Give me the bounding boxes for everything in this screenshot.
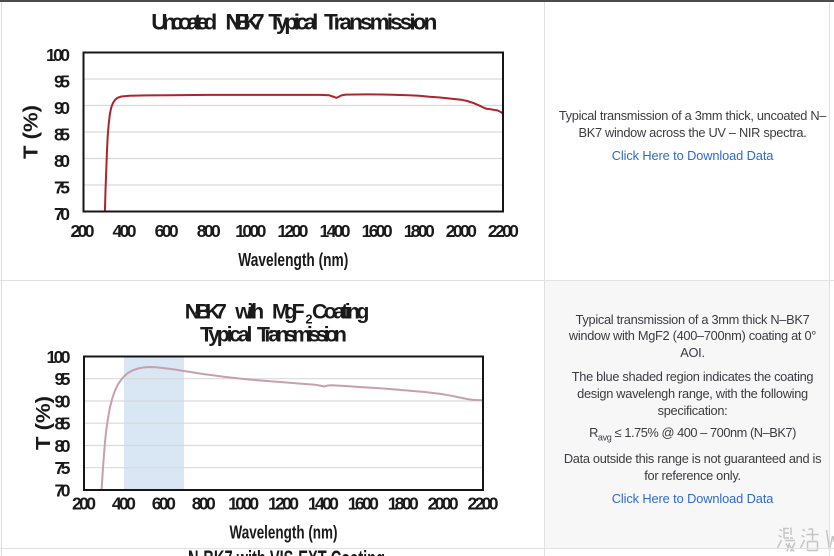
svg-text:Typical: Typical (268, 10, 318, 35)
svg-text:2200: 2200 (488, 221, 519, 241)
svg-text:1800: 1800 (404, 221, 435, 241)
svg-text:Uncoated: Uncoated (151, 10, 217, 35)
svg-text:100: 100 (47, 347, 71, 367)
svg-text:N-BK7 with VIS-EXT Coating: N-BK7 with VIS-EXT Coating (188, 549, 385, 556)
svg-text:800: 800 (192, 494, 216, 514)
svg-text:with: with (234, 300, 264, 324)
svg-text:2: 2 (306, 313, 313, 327)
svg-text:1400: 1400 (308, 494, 339, 514)
svg-text:1400: 1400 (320, 221, 351, 241)
svg-text:2000: 2000 (446, 221, 477, 241)
svg-text:800: 800 (197, 221, 221, 241)
svg-text:90: 90 (55, 392, 71, 412)
svg-text:95: 95 (55, 369, 71, 389)
svg-text:1600: 1600 (362, 221, 393, 241)
svg-text:N-BK7: N-BK7 (185, 300, 227, 324)
svg-text:2000: 2000 (428, 494, 459, 514)
svg-text:85: 85 (54, 125, 70, 145)
svg-text:200: 200 (71, 221, 95, 241)
svg-text:MgF: MgF (272, 300, 305, 324)
svg-text:T (%): T (%) (20, 105, 43, 159)
svg-text:Wavelength (nm): Wavelength (nm) (238, 249, 348, 270)
svg-text:75: 75 (54, 178, 70, 198)
svg-text:600: 600 (155, 221, 179, 241)
svg-text:70: 70 (54, 204, 70, 224)
svg-text:2200: 2200 (468, 494, 499, 514)
svg-text:70: 70 (55, 481, 71, 501)
svg-text:Wavelength (nm): Wavelength (nm) (230, 522, 338, 543)
svg-text:T (%): T (%) (32, 396, 55, 450)
svg-text:85: 85 (55, 414, 71, 434)
svg-text:600: 600 (152, 494, 176, 514)
svg-text:400: 400 (113, 221, 137, 241)
svg-text:Coating: Coating (312, 300, 369, 324)
svg-text:Transmission: Transmission (324, 10, 437, 35)
svg-text:Transmission: Transmission (257, 323, 347, 347)
svg-text:Typical: Typical (200, 323, 252, 347)
svg-text:1000: 1000 (228, 494, 259, 514)
svg-text:75: 75 (55, 458, 71, 478)
svg-text:1200: 1200 (277, 221, 308, 241)
svg-text:80: 80 (54, 151, 70, 171)
svg-text:1200: 1200 (268, 494, 299, 514)
svg-text:80: 80 (55, 436, 71, 456)
svg-text:200: 200 (72, 494, 96, 514)
svg-text:1000: 1000 (235, 221, 266, 241)
svg-text:N-BK7: N-BK7 (225, 10, 264, 35)
svg-text:1600: 1600 (348, 494, 379, 514)
svg-text:1800: 1800 (388, 494, 419, 514)
svg-text:400: 400 (112, 494, 136, 514)
svg-text:95: 95 (54, 72, 70, 92)
svg-text:100: 100 (46, 45, 70, 65)
svg-text:90: 90 (54, 98, 70, 118)
